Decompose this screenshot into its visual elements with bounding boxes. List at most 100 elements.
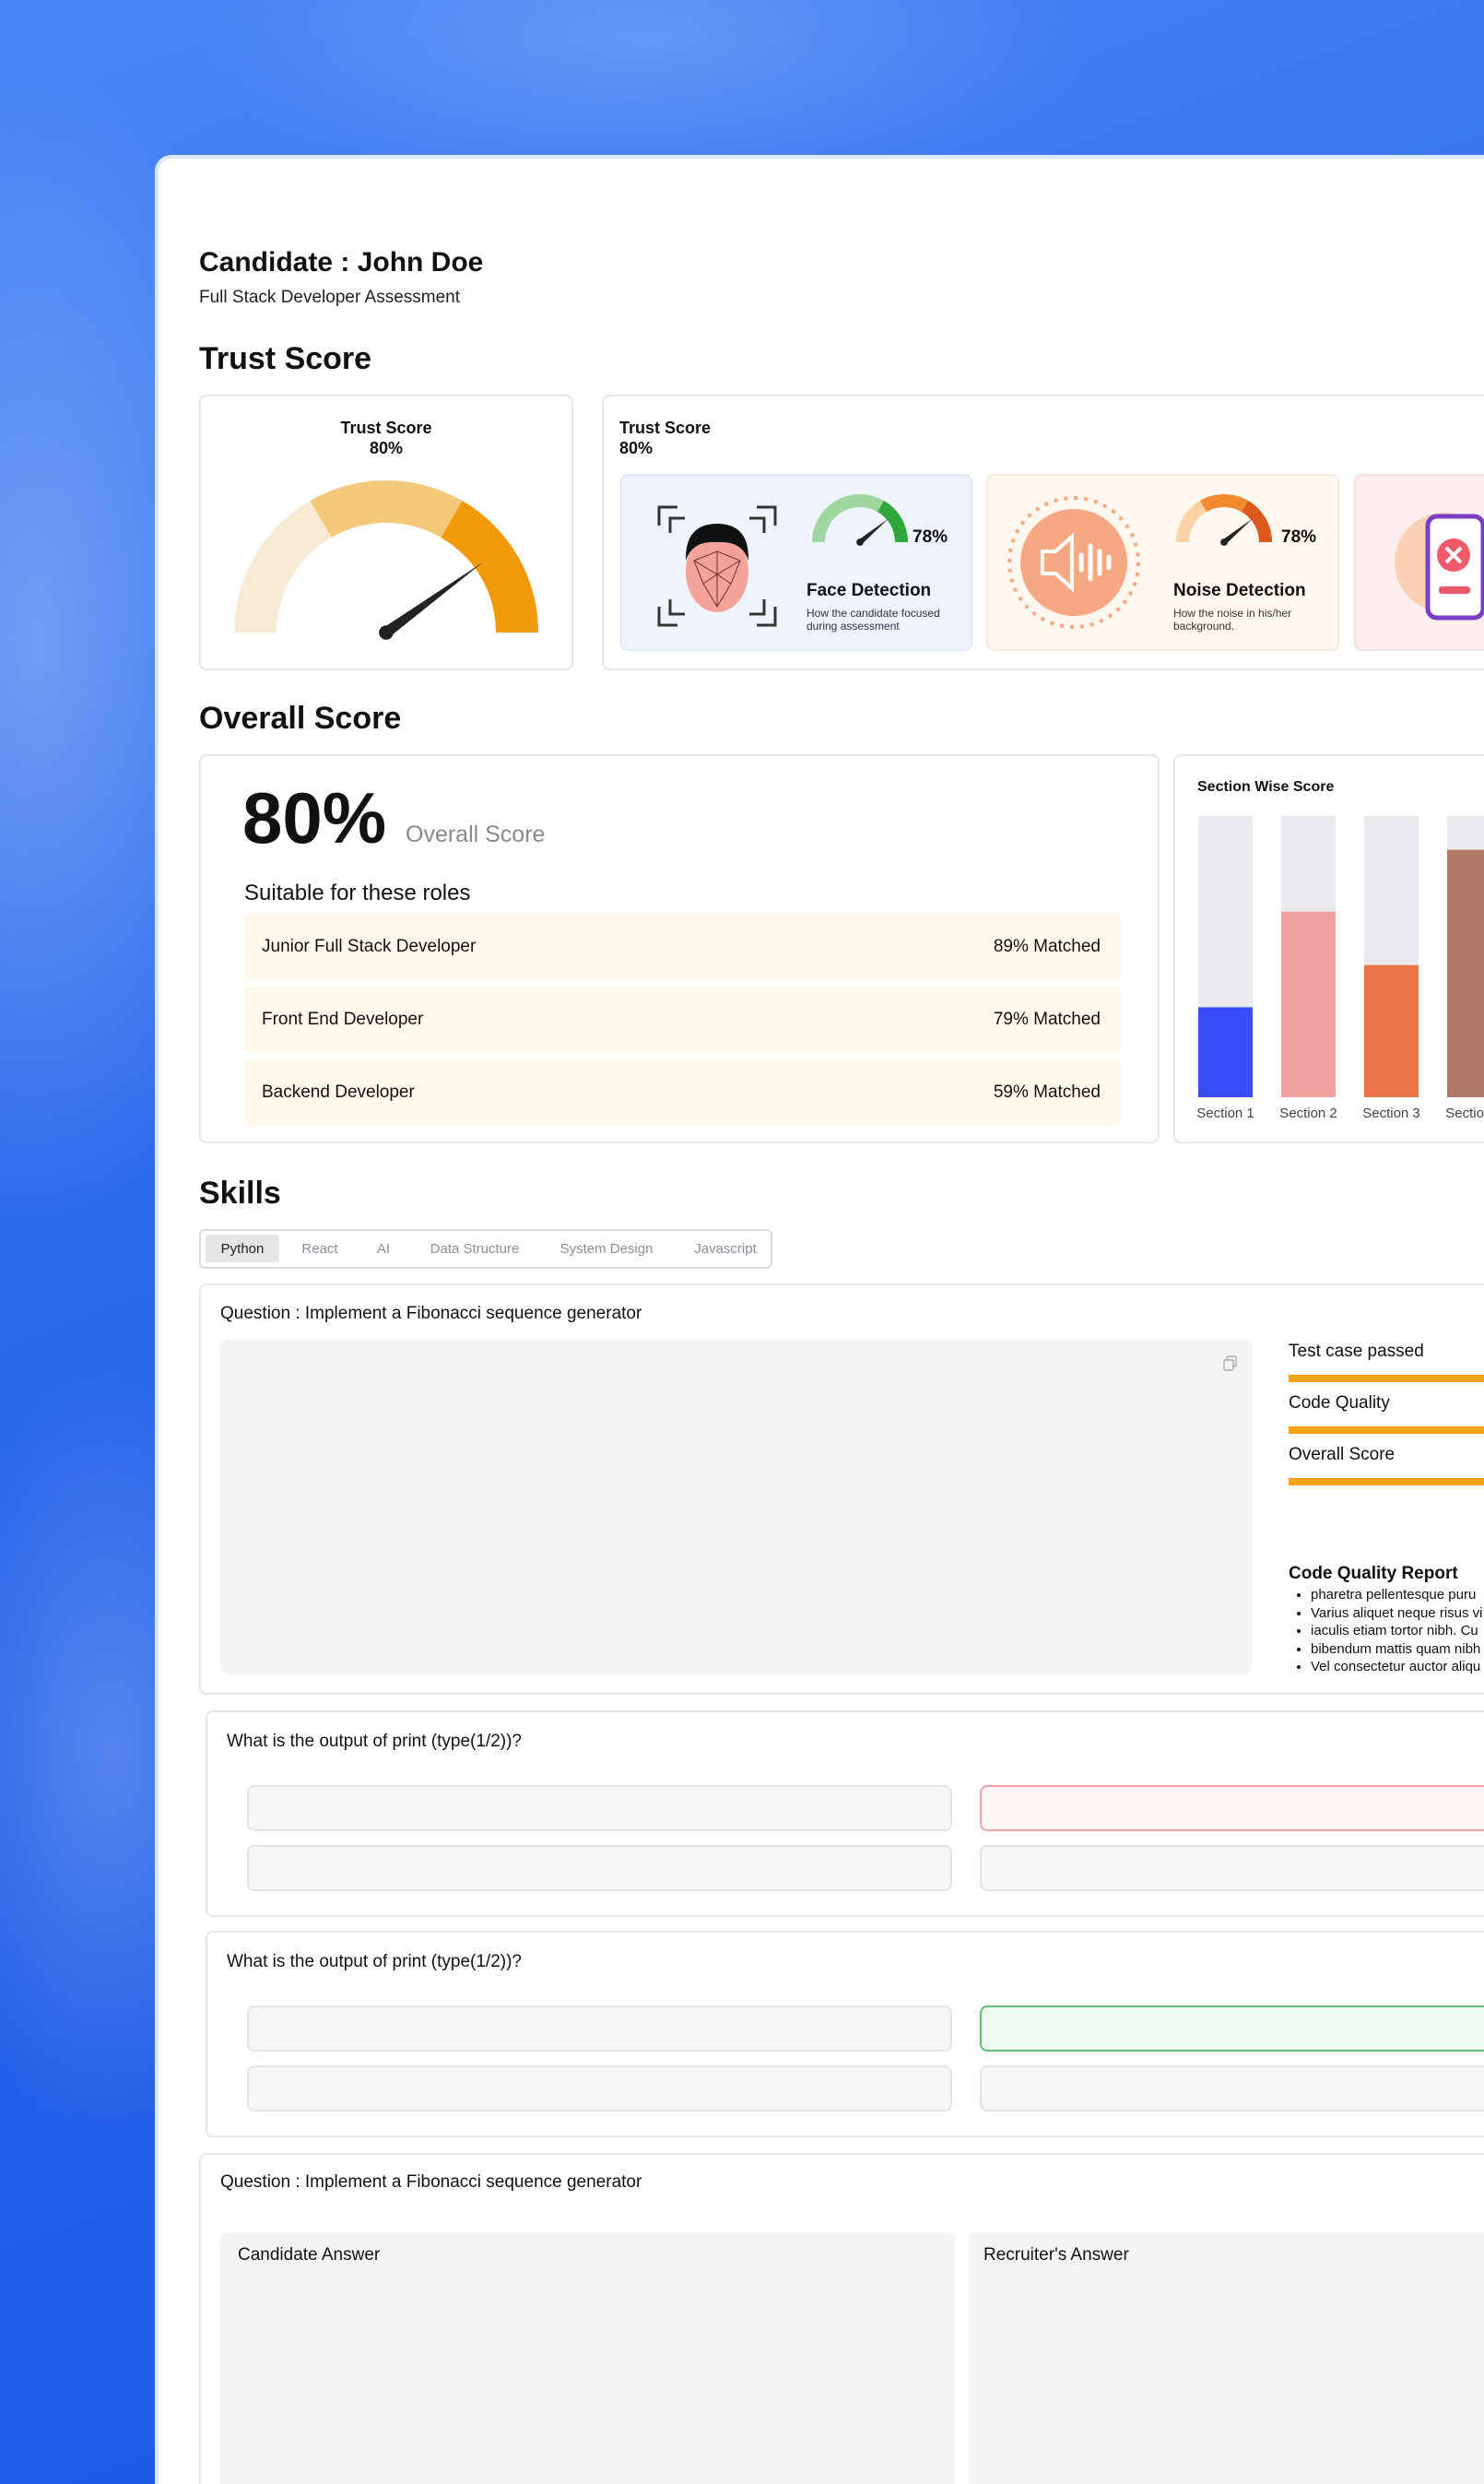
section-heading: Trust Score	[199, 341, 372, 376]
skill-tab[interactable]: Javascript	[694, 1241, 757, 1257]
active-tab-bg	[206, 1235, 279, 1262]
skill-tab[interactable]: AI	[376, 1241, 391, 1257]
code-area	[220, 1340, 1253, 1674]
role-row: Junior Full Stack Developer 89% Matched	[244, 914, 1121, 980]
noise-value: 78%	[1281, 527, 1317, 547]
overall-label: Overall Score	[406, 822, 546, 847]
gauge-band	[836, 494, 884, 513]
bar	[1198, 1007, 1253, 1097]
face-description: How the candidate focused during assessm…	[807, 607, 940, 633]
trust-gauge	[234, 480, 538, 640]
gauge-band	[812, 500, 842, 542]
report-item: iaculis etiam tortor nibh. Cu	[1311, 1622, 1484, 1640]
gauge-needle	[383, 562, 484, 637]
section-score-title: Section Wise Score	[1197, 779, 1335, 795]
question-text: Question : Implement a Fibonacci sequenc…	[220, 1304, 642, 1323]
face-value: 78%	[913, 527, 948, 547]
report-list: pharetra pellentesque puru Varius alique…	[1289, 1586, 1484, 1676]
gauge-value: 80%	[369, 439, 404, 457]
role-name: Front End Developer	[262, 1010, 424, 1029]
bar-label: Section 3	[1362, 1106, 1420, 1121]
role-match: 59% Matched	[993, 1082, 1101, 1102]
metric-bar	[1289, 1426, 1484, 1434]
gauge-band	[877, 500, 908, 542]
gauge-band	[1176, 500, 1207, 542]
noise-icon	[1007, 496, 1140, 629]
section-heading: Overall Score	[199, 701, 402, 736]
role-name: Backend Developer	[262, 1082, 415, 1102]
gauge-band	[234, 501, 332, 633]
noise-title: Noise Detection	[1173, 581, 1306, 600]
section-bar-chart: Section 1 Section 2 Section 3 Section 4	[1196, 816, 1484, 1121]
face-icon	[657, 505, 777, 627]
recruiter-answer-panel	[969, 2232, 1484, 2484]
gauge-band	[1242, 500, 1272, 542]
role-row: Backend Developer 59% Matched	[244, 1059, 1121, 1126]
question-text: Question : Implement a Fibonacci sequenc…	[220, 2172, 642, 2192]
summary-value: 80%	[619, 439, 654, 457]
face-card	[620, 474, 972, 651]
role-match: 79% Matched	[993, 1010, 1101, 1029]
bar-label: Section 4	[1445, 1106, 1484, 1121]
question-text: What is the output of print (type(1/2))?	[227, 1732, 522, 1751]
metric-bar	[1289, 1478, 1484, 1485]
question-text: What is the output of print (type(1/2))?	[227, 1952, 522, 1971]
gauge-label: Trust Score	[340, 419, 432, 437]
report-item: pharetra pellentesque puru	[1311, 1586, 1484, 1604]
gauge-hub	[1220, 538, 1228, 546]
copy-icon[interactable]	[1223, 1355, 1238, 1371]
metric-bar	[1289, 1375, 1484, 1382]
roles-heading: Suitable for these roles	[244, 881, 471, 905]
gauge-needle	[858, 518, 889, 545]
report-title: Code Quality Report	[1289, 1564, 1458, 1583]
gauge-hub	[379, 625, 394, 640]
metric-label: Code Quality	[1289, 1393, 1390, 1413]
candidate-answer-panel	[220, 2232, 955, 2484]
skill-tab[interactable]: React	[301, 1241, 338, 1257]
option[interactable]	[247, 2005, 952, 2052]
candidate-title: Candidate : John Doe	[199, 247, 484, 278]
gauge-needle	[1222, 518, 1253, 545]
tab-bar	[199, 1229, 772, 1269]
noise-gauge	[1176, 494, 1272, 546]
skill-tab[interactable]: Data Structure	[430, 1241, 520, 1257]
skill-tab[interactable]: Python	[220, 1241, 265, 1257]
option-selected[interactable]	[980, 1785, 1484, 1831]
bar	[1281, 911, 1336, 1097]
panel-label: Candidate Answer	[238, 2245, 381, 2265]
option[interactable]	[980, 2065, 1484, 2111]
role-match: 89% Matched	[993, 937, 1101, 956]
face-gauge	[812, 494, 908, 546]
summary-label: Trust Score	[619, 419, 712, 437]
gauge-band	[310, 480, 463, 538]
gauge-band	[1200, 494, 1248, 513]
report-item: bibendum mattis quam nibh	[1311, 1640, 1484, 1659]
face-title: Face Detection	[807, 581, 932, 600]
gauge-band	[441, 501, 538, 633]
role-row: Front End Developer 79% Matched	[244, 987, 1121, 1053]
skill-tab[interactable]: System Design	[559, 1241, 654, 1257]
bar-label: Section 1	[1196, 1106, 1254, 1121]
metric-label: Test case passed	[1289, 1342, 1424, 1361]
option[interactable]	[247, 2065, 952, 2111]
section-heading: Skills	[199, 1176, 281, 1211]
bar-label: Section 2	[1279, 1106, 1337, 1121]
overall-value: 80%	[242, 777, 387, 858]
bar	[1364, 964, 1419, 1097]
device-icon	[1395, 513, 1484, 621]
report-item: Vel consectetur auctor aliqu	[1311, 1658, 1484, 1676]
noise-description: How the noise in his/her background.	[1173, 607, 1292, 633]
metric-label: Overall Score	[1289, 1445, 1396, 1464]
report-item: Varius aliquet neque risus vi	[1311, 1604, 1484, 1623]
option[interactable]	[247, 1785, 952, 1831]
candidate-subtitle: Full Stack Developer Assessment	[199, 288, 461, 307]
role-name: Junior Full Stack Developer	[262, 937, 477, 956]
option-selected[interactable]	[980, 2005, 1484, 2052]
option[interactable]	[980, 1845, 1484, 1891]
bar	[1447, 849, 1484, 1097]
option[interactable]	[247, 1845, 952, 1891]
gauge-hub	[856, 538, 864, 546]
